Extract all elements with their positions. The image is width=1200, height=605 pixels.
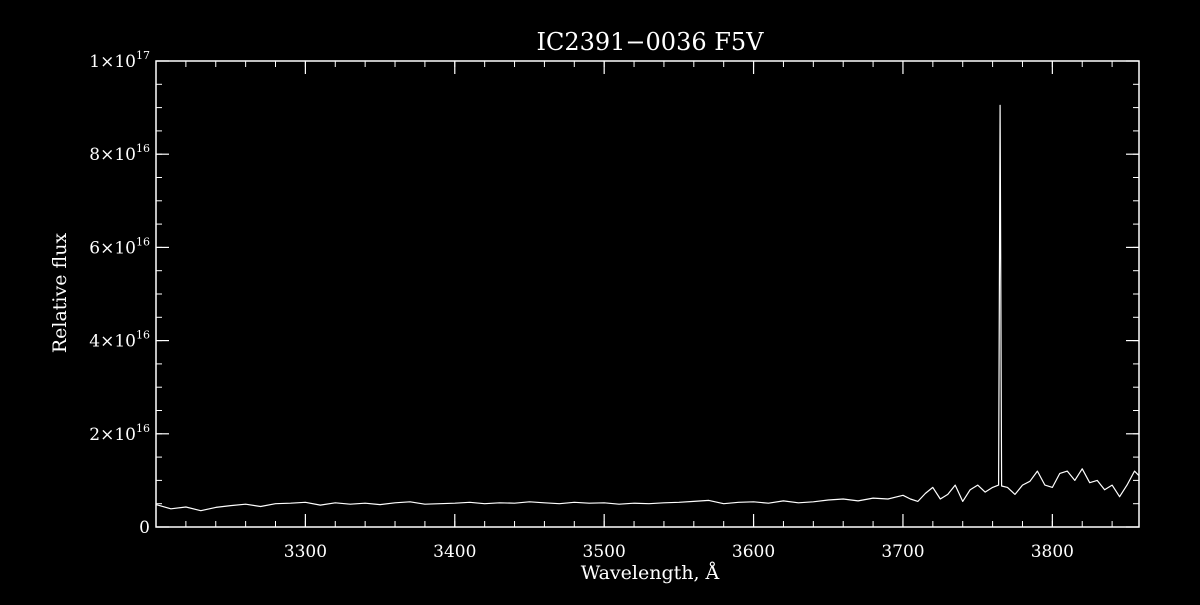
x-tick-label: 3800 [1031,542,1074,562]
y-axis-label: Relative flux [49,233,71,354]
chart-title: IC2391−0036 F5V [537,28,765,56]
x-tick-label: 3400 [433,542,476,562]
x-tick-label: 3700 [881,542,924,562]
x-axis-label: Wavelength, Å [581,562,720,584]
plot-area: 3300 3400 3500 3600 3700 3800 0 2×1016 4×1016 6×1… [89,49,1140,562]
y-tick-label: 4×1016 [89,329,150,352]
y-tick-label: 8×1016 [89,142,150,165]
y-tick-label: 0 [139,518,150,538]
spectrum-line [155,104,1140,512]
x-tick-label: 3600 [732,542,775,562]
x-tick-label: 3500 [583,542,626,562]
x-tick-label: 3300 [284,542,327,562]
y-tick-label: 6×1016 [89,235,150,258]
y-tick-label: 2×1016 [89,422,150,445]
plot-frame [155,60,1140,528]
y-tick-label: 1×1017 [89,49,150,72]
